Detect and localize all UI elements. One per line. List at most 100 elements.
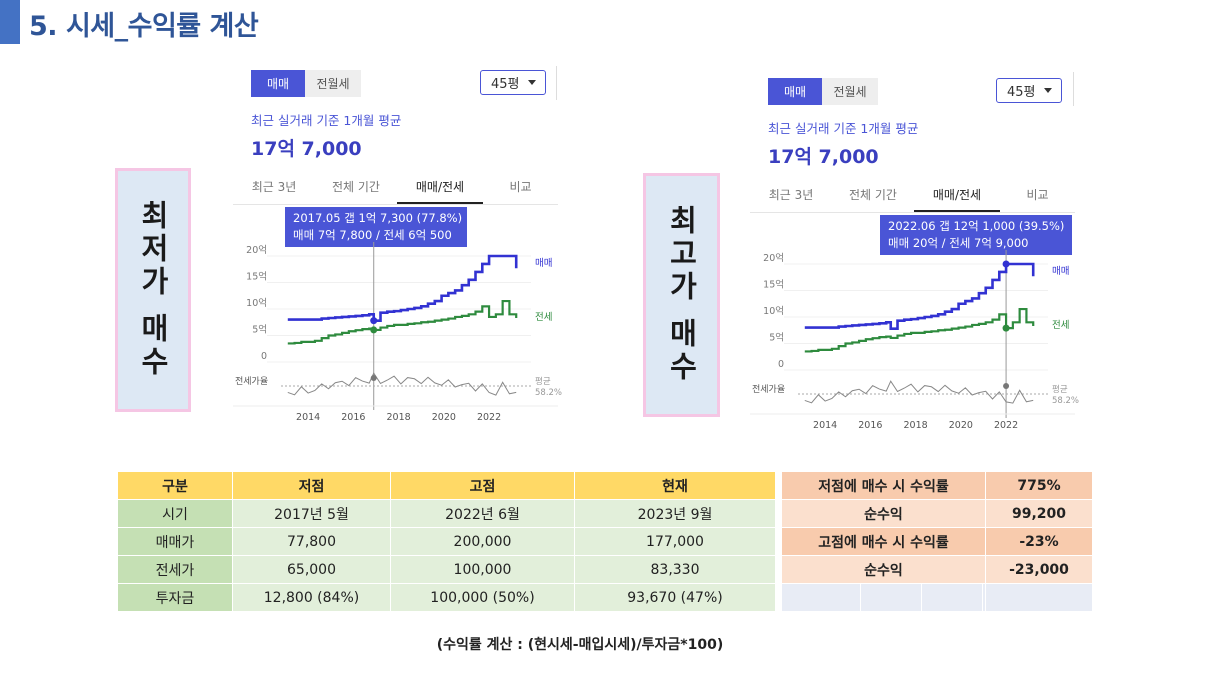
series-line-sale xyxy=(804,262,1035,330)
table-header-row: 구분 저점 고점 현재 xyxy=(117,471,776,500)
returns-value: -23% xyxy=(985,527,1093,556)
average-price: 17억 7,000 xyxy=(768,146,879,168)
toggle-rent[interactable]: 전월세 xyxy=(316,77,350,91)
row-label: 투자금 xyxy=(117,583,233,612)
highlight-point xyxy=(370,326,378,334)
returns-table: 저점에 매수 시 수익률 775% 순수익 99,200 고점에 매수 시 수익… xyxy=(781,471,1093,612)
label-lowest-buy-text: 최저가 매수 xyxy=(136,200,170,380)
tab-recent-3y[interactable]: 최근 3년 xyxy=(251,180,297,194)
table-cell: 2023년 9월 xyxy=(574,499,776,528)
average-label: 평균 xyxy=(535,376,551,387)
highlight-point xyxy=(370,317,378,325)
chart-tooltip: 2017.05 갭 1억 7,300 (77.8%) 매매 7억 7,800 /… xyxy=(285,207,467,247)
ratio-label: 전세가율 xyxy=(752,384,785,395)
returns-label: 고점에 매수 시 수익률 xyxy=(781,527,986,556)
table-cell: 65,000 xyxy=(232,555,391,584)
header-cell: 고점 xyxy=(390,471,575,500)
price-summary-table: 구분 저점 고점 현재 시기 2017년 5월 2022년 6월 2023년 9… xyxy=(117,471,776,612)
tooltip-line-1: 2022.06 갭 12억 1,000 (39.5%) xyxy=(888,219,1065,233)
x-tick-label: 2020 xyxy=(949,420,973,431)
table-row: 순수익 99,200 xyxy=(781,499,1093,528)
table-cell: 2022년 6월 xyxy=(390,499,575,528)
title-accent-bar xyxy=(0,0,20,44)
x-tick-label: 2020 xyxy=(432,412,456,423)
x-tick-label: 2016 xyxy=(341,412,365,423)
series-line-sale xyxy=(287,254,518,322)
price-panel-low: 매매 전월세 45평 최근 실거래 기준 1개월 평균 17억 7,000 최근… xyxy=(233,66,562,430)
tab-all-period[interactable]: 전체 기간 xyxy=(849,188,897,202)
empty-cell xyxy=(985,583,1093,612)
tab-compare[interactable]: 비교 xyxy=(1026,188,1049,202)
series-label: 전세 xyxy=(1052,320,1069,331)
x-tick-label: 2014 xyxy=(813,420,837,431)
returns-value: 775% xyxy=(985,471,1093,500)
average-value: 58.2% xyxy=(535,388,562,398)
series-line-jeonse xyxy=(287,299,518,345)
ratio-highlight-point xyxy=(370,375,377,381)
page-title: 5. 시세_수익률 계산 xyxy=(29,11,259,42)
tab-sale-rent[interactable]: 매매/전세 xyxy=(397,174,483,204)
empty-cell xyxy=(781,583,861,612)
table-row xyxy=(781,583,1093,612)
table-cell: 12,800 (84%) xyxy=(232,583,391,612)
period-tabs: 최근 3년 전체 기간 매매/전세 비교 xyxy=(750,182,1075,213)
formula-note: (수익률 계산 : (현시세-매입시세)/투자금*100) xyxy=(436,637,724,653)
table-row: 저점에 매수 시 수익률 775% xyxy=(781,471,1093,500)
ratio-label: 전세가율 xyxy=(235,376,268,387)
table-row: 고점에 매수 시 수익률 -23% xyxy=(781,527,1093,556)
table-cell: 93,670 (47%) xyxy=(574,583,776,612)
returns-label: 저점에 매수 시 수익률 xyxy=(781,471,986,500)
toggle-sale[interactable]: 매매 xyxy=(768,78,822,105)
divider xyxy=(556,66,557,100)
table-row: 투자금 12,800 (84%) 100,000 (50%) 93,670 (4… xyxy=(117,583,776,612)
label-highest-buy-text: 최고가 매수 xyxy=(664,205,699,385)
highlight-point xyxy=(1002,260,1010,268)
tab-sale-rent[interactable]: 매매/전세 xyxy=(914,182,1000,212)
row-label: 시기 xyxy=(117,499,233,528)
table-cell: 83,330 xyxy=(574,555,776,584)
chevron-down-icon xyxy=(528,80,536,85)
returns-value: 99,200 xyxy=(985,499,1093,528)
y-tick-label: 5억 xyxy=(769,332,784,344)
table-cell: 177,000 xyxy=(574,527,776,556)
average-price: 17억 7,000 xyxy=(251,138,362,160)
x-tick-label: 2016 xyxy=(858,420,882,431)
y-tick-label: 5억 xyxy=(252,324,267,336)
deal-type-toggle: 매매 전월세 xyxy=(768,78,878,105)
toggle-sale[interactable]: 매매 xyxy=(251,70,305,97)
area-select[interactable]: 45평 xyxy=(480,70,546,95)
chevron-down-icon xyxy=(1044,88,1052,93)
y-tick-label: 20억 xyxy=(763,252,784,264)
table-cell: 77,800 xyxy=(232,527,391,556)
returns-label: 순수익 xyxy=(781,499,986,528)
table-cell: 100,000 (50%) xyxy=(390,583,575,612)
y-tick-label: 15억 xyxy=(763,279,784,291)
x-tick-label: 2014 xyxy=(296,412,320,423)
area-select-value: 45평 xyxy=(1007,85,1036,100)
header-cell: 현재 xyxy=(574,471,776,500)
empty-cell xyxy=(860,583,922,612)
series-line-jeonse xyxy=(804,307,1035,353)
x-tick-label: 2018 xyxy=(387,412,411,423)
label-highest-buy: 최고가 매수 xyxy=(643,173,720,417)
toggle-rent[interactable]: 전월세 xyxy=(833,85,867,99)
x-tick-label: 2018 xyxy=(904,420,928,431)
ratio-line xyxy=(804,380,1034,404)
table-cell: 100,000 xyxy=(390,555,575,584)
returns-label: 순수익 xyxy=(781,555,986,584)
y-tick-label: 0 xyxy=(778,359,784,370)
area-select[interactable]: 45평 xyxy=(996,78,1062,103)
period-tabs: 최근 3년 전체 기간 매매/전세 비교 xyxy=(233,174,558,205)
row-label: 전세가 xyxy=(117,555,233,584)
ratio-line xyxy=(287,372,517,396)
average-value: 58.2% xyxy=(1052,396,1079,406)
tab-compare[interactable]: 비교 xyxy=(509,180,532,194)
series-label: 매매 xyxy=(1052,266,1069,277)
ratio-highlight-point xyxy=(1003,383,1010,389)
tab-all-period[interactable]: 전체 기간 xyxy=(332,180,380,194)
table-row: 시기 2017년 5월 2022년 6월 2023년 9월 xyxy=(117,499,776,528)
tab-recent-3y[interactable]: 최근 3년 xyxy=(768,188,814,202)
highlight-point xyxy=(1002,324,1010,332)
